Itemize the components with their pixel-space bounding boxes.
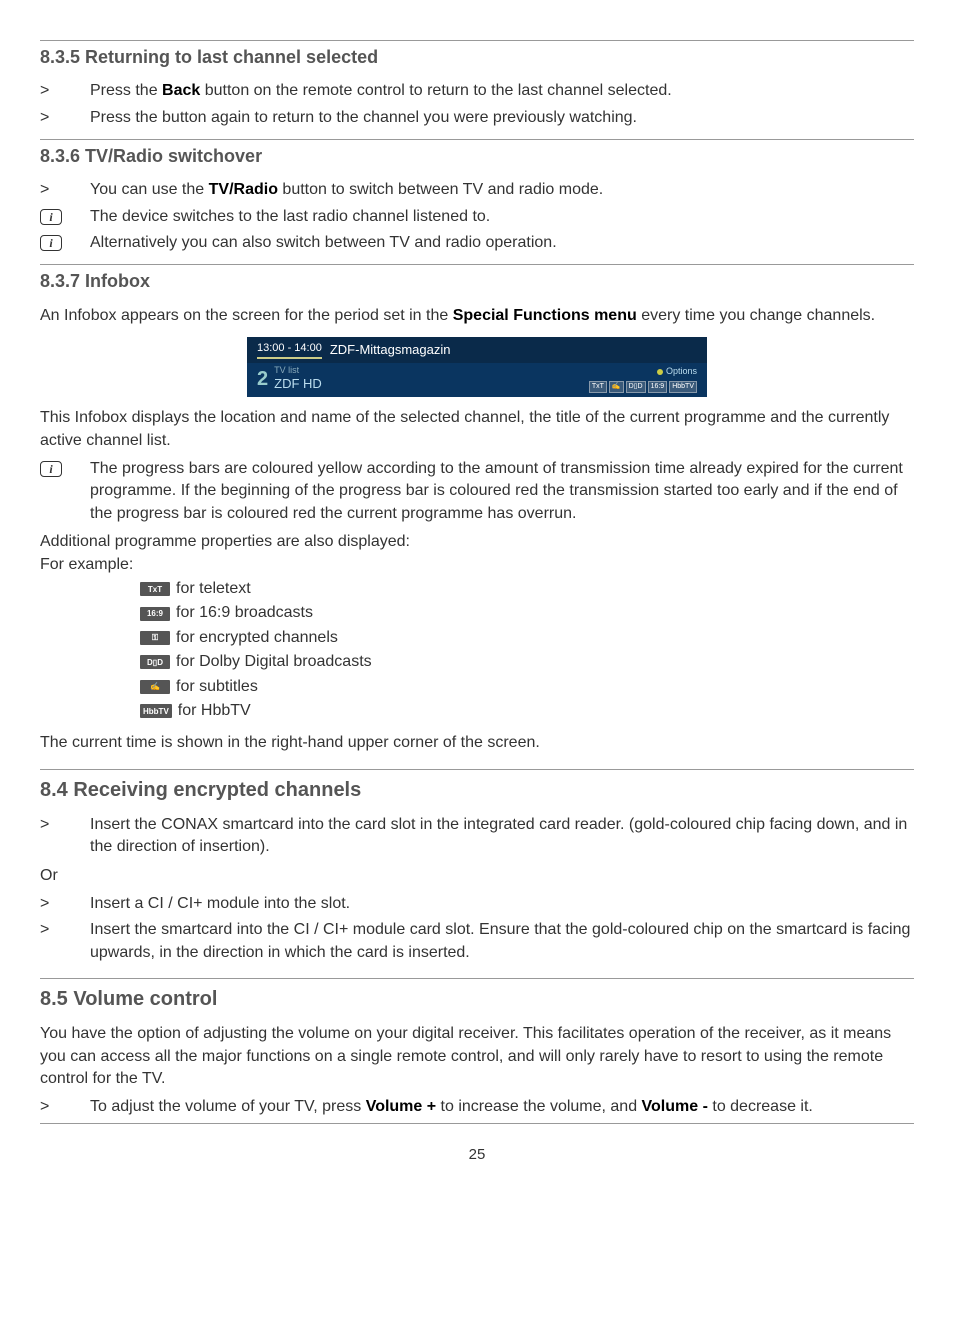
aspect-icon: 16:9 [140,607,170,621]
infobox-channel-name: ZDF HD [274,376,322,391]
infobox-bottom: 2 TV list ZDF HD Options TxT ✍ D▯D 16:9 … [247,363,707,397]
heading-8-3-7: 8.3.7 Infobox [40,264,914,294]
infobox-badge: D▯D [626,381,646,393]
paragraph: You have the option of adjusting the vol… [40,1023,914,1090]
info-marker: i [40,206,90,228]
infobox-left: 2 TV list ZDF HD [257,365,322,393]
infobox-right: Options TxT ✍ D▯D 16:9 HbbTV [589,365,697,393]
info-icon: i [40,209,62,225]
bullet-marker: > [40,919,90,941]
infobox-top: 13:00 - 14:00 ZDF-Mittagsmagazin [247,337,707,363]
info-marker: i [40,458,90,480]
body-text: You can use the TV/Radio button to switc… [90,179,914,201]
property-item: ⚿ for encrypted channels [140,627,914,649]
info-row: i Alternatively you can also switch betw… [40,232,914,254]
property-text: for teletext [176,578,251,600]
body-text: Insert a CI / CI+ module into the slot. [90,893,914,915]
bullet-row: > To adjust the volume of your TV, press… [40,1096,914,1123]
infobox-time: 13:00 - 14:00 [257,341,322,359]
info-row: i The progress bars are coloured yellow … [40,458,914,525]
body-text: Press the button again to return to the … [90,107,914,129]
property-item: ✍ for subtitles [140,676,914,698]
bullet-marker: > [40,893,90,915]
heading-8-4: 8.4 Receiving encrypted channels [40,769,914,804]
bullet-row: > You can use the TV/Radio button to swi… [40,179,914,201]
subtitles-icon: ✍ [140,680,170,694]
property-item: TxT for teletext [140,578,914,600]
property-text: for HbbTV [178,700,251,722]
paragraph: An Infobox appears on the screen for the… [40,305,914,327]
paragraph: The current time is shown in the right-h… [40,732,914,754]
info-row: i The device switches to the last radio … [40,206,914,228]
property-text: for Dolby Digital broadcasts [176,651,372,673]
bullet-marker: > [40,1096,90,1118]
bullet-row: > Press the button again to return to th… [40,107,914,129]
infobox-badge: HbbTV [669,381,697,393]
body-text: To adjust the volume of your TV, press V… [90,1096,914,1118]
paragraph: For example: [40,554,914,576]
body-text: Insert the CONAX smartcard into the card… [90,814,914,859]
infobox-badges: TxT ✍ D▯D 16:9 HbbTV [589,381,697,393]
infobox-channel-number: 2 [257,365,268,393]
paragraph: Additional programme properties are also… [40,531,914,553]
infobox-badge: 16:9 [648,381,668,393]
or-text: Or [40,865,914,887]
teletext-icon: TxT [140,582,170,596]
info-icon: i [40,461,62,477]
bullet-marker: > [40,814,90,836]
property-item: D▯D for Dolby Digital broadcasts [140,651,914,673]
heading-8-3-6: 8.3.6 TV/Radio switchover [40,139,914,169]
infobox-programme: ZDF-Mittagsmagazin [330,341,451,359]
info-icon: i [40,235,62,251]
infobox-tvlist-label: TV list [274,366,322,375]
bullet-marker: > [40,107,90,129]
bullet-marker: > [40,80,90,102]
heading-8-5: 8.5 Volume control [40,978,914,1013]
bullet-row: > Insert a CI / CI+ module into the slot… [40,893,914,915]
bullet-row: > Insert the smartcard into the CI / CI+… [40,919,914,964]
heading-8-3-5: 8.3.5 Returning to last channel selected [40,40,914,70]
paragraph: This Infobox displays the location and n… [40,407,914,452]
body-text: Press the Back button on the remote cont… [90,80,914,102]
body-text: Insert the smartcard into the CI / CI+ m… [90,919,914,964]
bullet-row: > Insert the CONAX smartcard into the ca… [40,814,914,859]
property-item: 16:9 for 16:9 broadcasts [140,602,914,624]
body-text: The progress bars are coloured yellow ac… [90,458,914,525]
body-text: Alternatively you can also switch betwee… [90,232,914,254]
infobox-options: Options [589,365,697,378]
property-text: for 16:9 broadcasts [176,602,313,624]
property-text: for subtitles [176,676,258,698]
info-marker: i [40,232,90,254]
property-list: TxT for teletext 16:9 for 16:9 broadcast… [40,578,914,722]
infobox-badge: TxT [589,381,607,393]
bullet-row: > Press the Back button on the remote co… [40,80,914,102]
bullet-marker: > [40,179,90,201]
body-text: The device switches to the last radio ch… [90,206,914,228]
infobox-screenshot: 13:00 - 14:00 ZDF-Mittagsmagazin 2 TV li… [247,337,707,397]
encrypted-icon: ⚿ [140,631,170,645]
hbbtv-icon: HbbTV [140,704,172,718]
property-text: for encrypted channels [176,627,338,649]
property-item: HbbTV for HbbTV [140,700,914,722]
page-number: 25 [40,1144,914,1165]
infobox-badge: ✍ [609,381,624,393]
dolby-icon: D▯D [140,655,170,669]
